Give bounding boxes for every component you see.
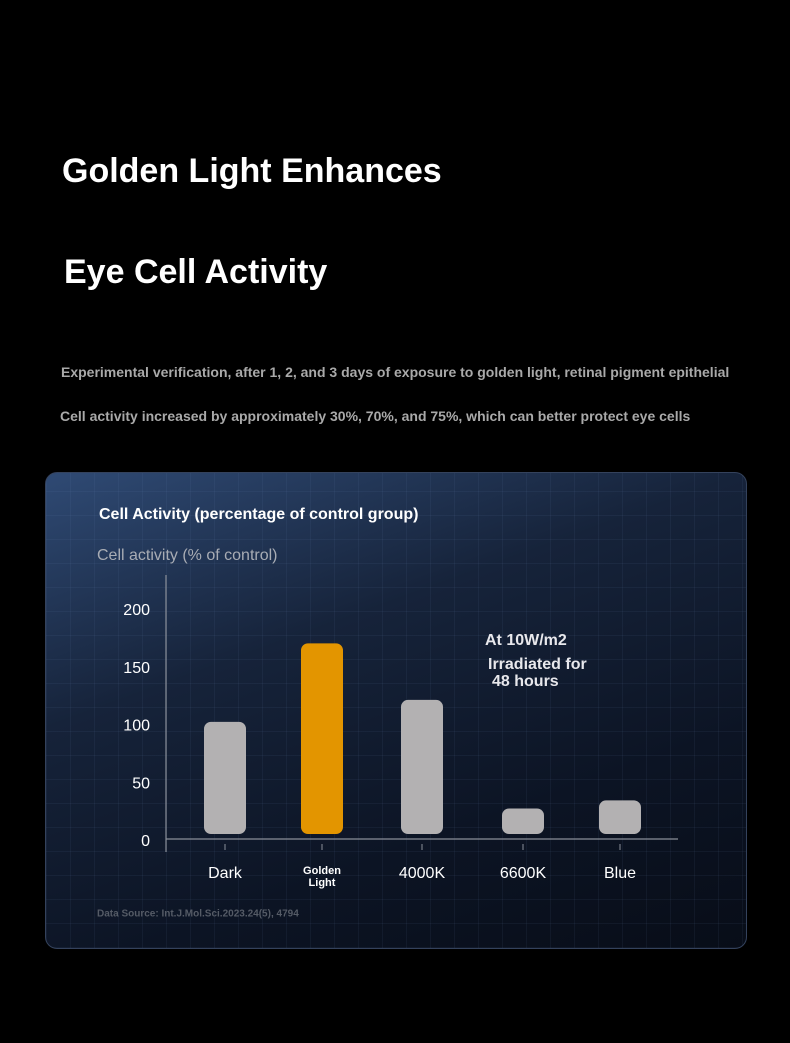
y-tick-label: 150	[123, 660, 150, 677]
bar	[401, 699, 443, 834]
annotation: 48 hours	[492, 673, 559, 690]
y-tick-label: 50	[132, 775, 150, 792]
annotation: Irradiated for	[488, 656, 587, 673]
title: Golden Light Enhances	[62, 152, 442, 190]
x-tick-label: Dark	[208, 865, 242, 882]
paragraph: Experimental verification, after 1, 2, a…	[61, 364, 730, 380]
chart-card	[45, 472, 747, 949]
bar	[301, 643, 343, 834]
title: Eye Cell Activity	[64, 253, 328, 291]
bar	[599, 800, 641, 834]
paragraph: Cell activity increased by approximately…	[60, 408, 691, 424]
y-axis-label: Cell activity (% of control)	[97, 547, 278, 564]
source: Data Source: Int.J.Mol.Sci.2023.24(5), 4…	[97, 909, 299, 920]
bar	[204, 721, 246, 834]
y-tick-label: 200	[123, 602, 150, 619]
x-tick-label: Golden Light	[303, 865, 341, 889]
y-tick-label: 100	[123, 718, 150, 735]
x-tick-label: 4000K	[398, 865, 446, 882]
chart-title: Cell Activity (percentage of control gro…	[99, 506, 418, 523]
x-tick-label: Blue	[603, 865, 637, 882]
x-tick-label: 6600K	[499, 865, 547, 882]
bar	[502, 808, 544, 834]
y-tick-label: 0	[141, 833, 150, 850]
annotation: At 10W/m2	[485, 632, 567, 649]
